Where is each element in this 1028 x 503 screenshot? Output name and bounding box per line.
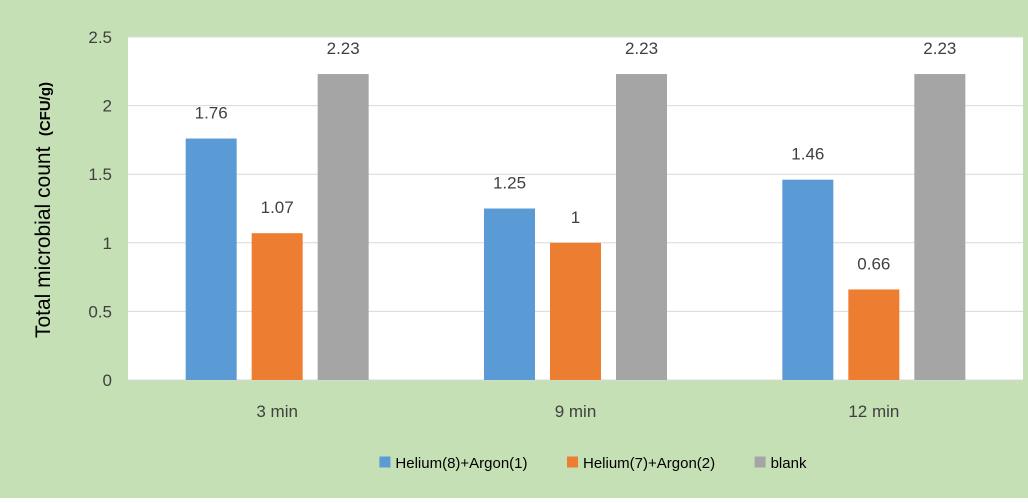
x-tick-label: 9 min (555, 402, 597, 421)
y-tick-label: 2 (103, 97, 112, 116)
bar (317, 74, 369, 380)
bar (251, 233, 303, 380)
x-tick-label: 3 min (256, 402, 298, 421)
bar (914, 74, 966, 380)
data-label: 2.23 (923, 39, 956, 58)
y-tick-label: 2.5 (88, 28, 112, 47)
legend-swatch (379, 456, 391, 468)
data-label: 0.66 (857, 254, 890, 273)
legend-swatch (754, 456, 766, 468)
y-axis-tick-labels: 0 0.5 1 1.5 2 2.5 (88, 28, 112, 390)
legend-label: Helium(8)+Argon(1) (395, 455, 527, 472)
data-label: 1.76 (195, 104, 228, 123)
x-axis-tick-labels: 3 min 9 min 12 min (256, 402, 899, 421)
bar (550, 242, 601, 380)
legend-label: Helium(7)+Argon(2) (583, 455, 715, 472)
data-label: 2.23 (327, 39, 360, 58)
y-axis-title-unit: (CFU/g) (37, 82, 54, 136)
data-label: 1.07 (261, 198, 294, 217)
y-axis-title-text: Total microbial count (32, 146, 55, 338)
bar (848, 289, 900, 380)
legend-label: blank (771, 455, 807, 472)
bar (616, 74, 667, 380)
legend-swatch (567, 456, 578, 468)
bar (484, 208, 535, 380)
data-label: 1 (571, 208, 580, 227)
legend: Helium(8)+Argon(1) Helium(7)+Argon(2) blan… (379, 455, 807, 472)
y-tick-label: 0 (103, 371, 112, 390)
y-axis-title: Total microbial count (CFU/g) (32, 82, 55, 338)
y-tick-label: 1.5 (88, 165, 112, 184)
data-label: 1.46 (791, 145, 824, 164)
data-label: 1.25 (493, 174, 526, 193)
data-label: 2.23 (625, 39, 658, 58)
x-tick-label: 12 min (848, 402, 899, 421)
bars (185, 74, 966, 380)
y-tick-label: 1 (103, 234, 112, 253)
bar (782, 179, 834, 380)
y-tick-label: 0.5 (88, 302, 112, 321)
data-labels: 1.76 1.07 2.23 1.25 1 2.23 1.46 0.66 2.23 (195, 39, 957, 273)
bar (185, 138, 237, 380)
